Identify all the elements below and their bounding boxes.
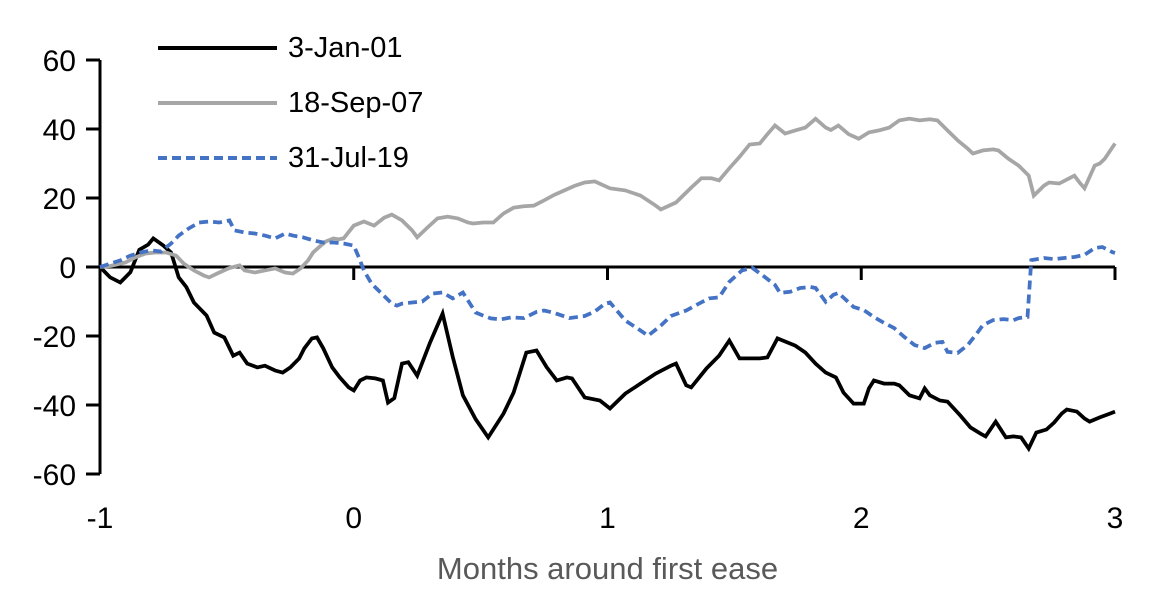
y-tick-label: 60	[43, 45, 76, 78]
legend-item-18-sep-07: 18-Sep-07	[158, 85, 423, 121]
series-line-18-Sep-07	[99, 116, 1117, 280]
x-axis-title: Months around first ease	[436, 551, 779, 586]
legend-item-31-jul-19: 31-Jul-19	[158, 140, 423, 176]
legend-label: 18-Sep-07	[288, 86, 424, 119]
y-tick-label: 40	[43, 114, 76, 147]
series-line-3-Jan-01	[98, 235, 1116, 453]
y-tick-label: 20	[43, 183, 76, 216]
x-tick-label: 0	[345, 502, 362, 535]
legend-line-sample-solid-black-icon	[158, 46, 277, 50]
legend-line-sample-solid-gray-icon	[158, 101, 277, 105]
x-tick-label: -1	[87, 502, 114, 535]
x-tick-label: 3	[1107, 502, 1124, 535]
series-line-31-Jul-19	[99, 218, 1116, 355]
x-tick-label: 2	[853, 502, 870, 535]
y-tick-label: -40	[33, 390, 76, 423]
legend: 3-Jan-01 18-Sep-07 31-Jul-19	[158, 30, 423, 195]
x-tick-label: 1	[599, 502, 616, 535]
legend-line-sample-dashed-blue-icon	[158, 156, 277, 160]
legend-label: 3-Jan-01	[288, 31, 403, 64]
y-tick-label: 0	[59, 252, 76, 285]
y-tick-label: -60	[33, 459, 76, 492]
y-tick-label: -20	[33, 321, 76, 354]
legend-label: 31-Jul-19	[288, 141, 409, 174]
legend-item-3-jan-01: 3-Jan-01	[158, 30, 423, 66]
